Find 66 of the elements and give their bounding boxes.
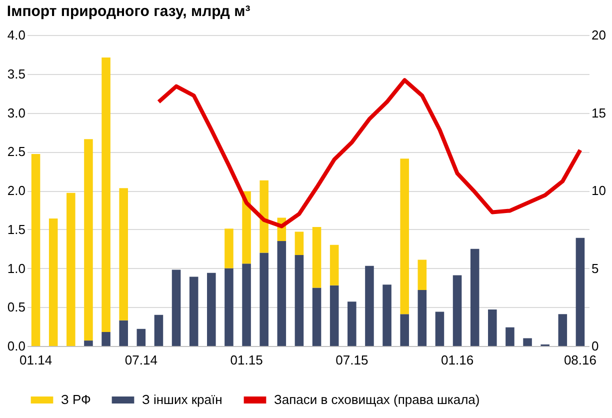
y-tick-label: 4.0	[7, 28, 26, 42]
bar	[172, 270, 181, 346]
bar	[294, 255, 304, 346]
bar	[452, 275, 462, 346]
bar	[330, 244, 339, 286]
line-series	[156, 78, 582, 228]
y-tick-label: 0.0	[7, 338, 26, 354]
y2-tick-label: 15	[592, 105, 606, 120]
bar	[242, 264, 251, 346]
y2-tick-label: 0	[592, 338, 599, 354]
bar	[488, 309, 497, 346]
bar	[260, 180, 268, 253]
bar	[400, 158, 409, 314]
bar	[189, 276, 198, 346]
bar	[294, 232, 304, 256]
bar	[84, 340, 93, 346]
bar	[136, 328, 146, 346]
bar	[119, 320, 128, 346]
bar	[260, 252, 268, 346]
bar	[435, 312, 444, 346]
bar	[470, 248, 480, 346]
x-tick-label: 01.16	[441, 352, 474, 368]
y-tick-label: 2.5	[7, 144, 26, 160]
bar	[348, 302, 356, 346]
x-tick-label: 08.16	[564, 352, 596, 368]
bar	[418, 260, 427, 290]
x-tick-label: 01.15	[230, 352, 263, 368]
bar	[400, 314, 409, 346]
bar	[102, 332, 110, 346]
bar	[523, 338, 532, 346]
y2-tick-label: 10	[592, 183, 606, 198]
y-tick-label: 1.0	[7, 260, 26, 276]
legend-label: З РФ	[61, 392, 91, 407]
y2-tick-label: 5	[592, 260, 599, 276]
bar	[66, 192, 76, 346]
bar	[576, 238, 585, 346]
x-tick-label: 07.14	[124, 352, 158, 368]
bar	[102, 58, 110, 332]
y-tick-label: 3.0	[7, 105, 26, 120]
bar	[119, 188, 128, 320]
bar	[277, 241, 286, 346]
bar	[154, 314, 164, 346]
bar	[207, 272, 216, 346]
bar	[224, 268, 234, 346]
bar	[330, 285, 339, 346]
bar	[224, 228, 234, 268]
y-tick-label: 3.5	[7, 66, 26, 82]
x-tick-label: 07.15	[336, 352, 368, 368]
bar	[418, 290, 427, 346]
bar	[365, 266, 374, 346]
chart-title: Імпорт природного газу, млрд м³	[6, 3, 250, 20]
bar	[506, 327, 514, 346]
y2-tick-label: 20	[592, 28, 606, 42]
bar	[312, 288, 322, 346]
bar	[84, 139, 93, 341]
legend-label: З інших країн	[142, 392, 222, 407]
x-tick-label: 01.14	[20, 352, 52, 368]
bar	[48, 218, 58, 346]
y-tick-label: 2.0	[7, 183, 26, 198]
y-tick-label: 0.5	[7, 300, 26, 315]
y-tick-label: 1.5	[7, 222, 26, 237]
bar	[558, 314, 568, 346]
bar	[31, 154, 40, 346]
bar	[382, 284, 392, 346]
bar	[312, 227, 322, 288]
legend-label: Запаси в сховищах (права шкала)	[274, 392, 480, 407]
